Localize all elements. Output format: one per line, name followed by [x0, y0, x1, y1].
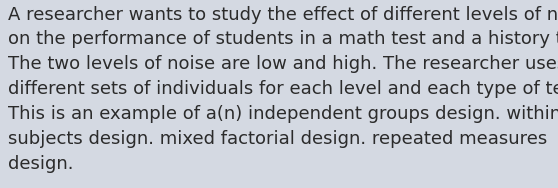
- Text: A researcher wants to study the effect of different levels of noise: A researcher wants to study the effect o…: [8, 6, 558, 24]
- Text: subjects design. mixed factorial design. repeated measures: subjects design. mixed factorial design.…: [8, 130, 547, 148]
- Text: design.: design.: [8, 155, 74, 173]
- Text: This is an example of a(n) independent groups design. within-: This is an example of a(n) independent g…: [8, 105, 558, 123]
- Text: different sets of individuals for each level and each type of test.: different sets of individuals for each l…: [8, 80, 558, 98]
- Text: on the performance of students in a math test and a history test.: on the performance of students in a math…: [8, 30, 558, 49]
- Text: The two levels of noise are low and high. The researcher uses: The two levels of noise are low and high…: [8, 55, 558, 73]
